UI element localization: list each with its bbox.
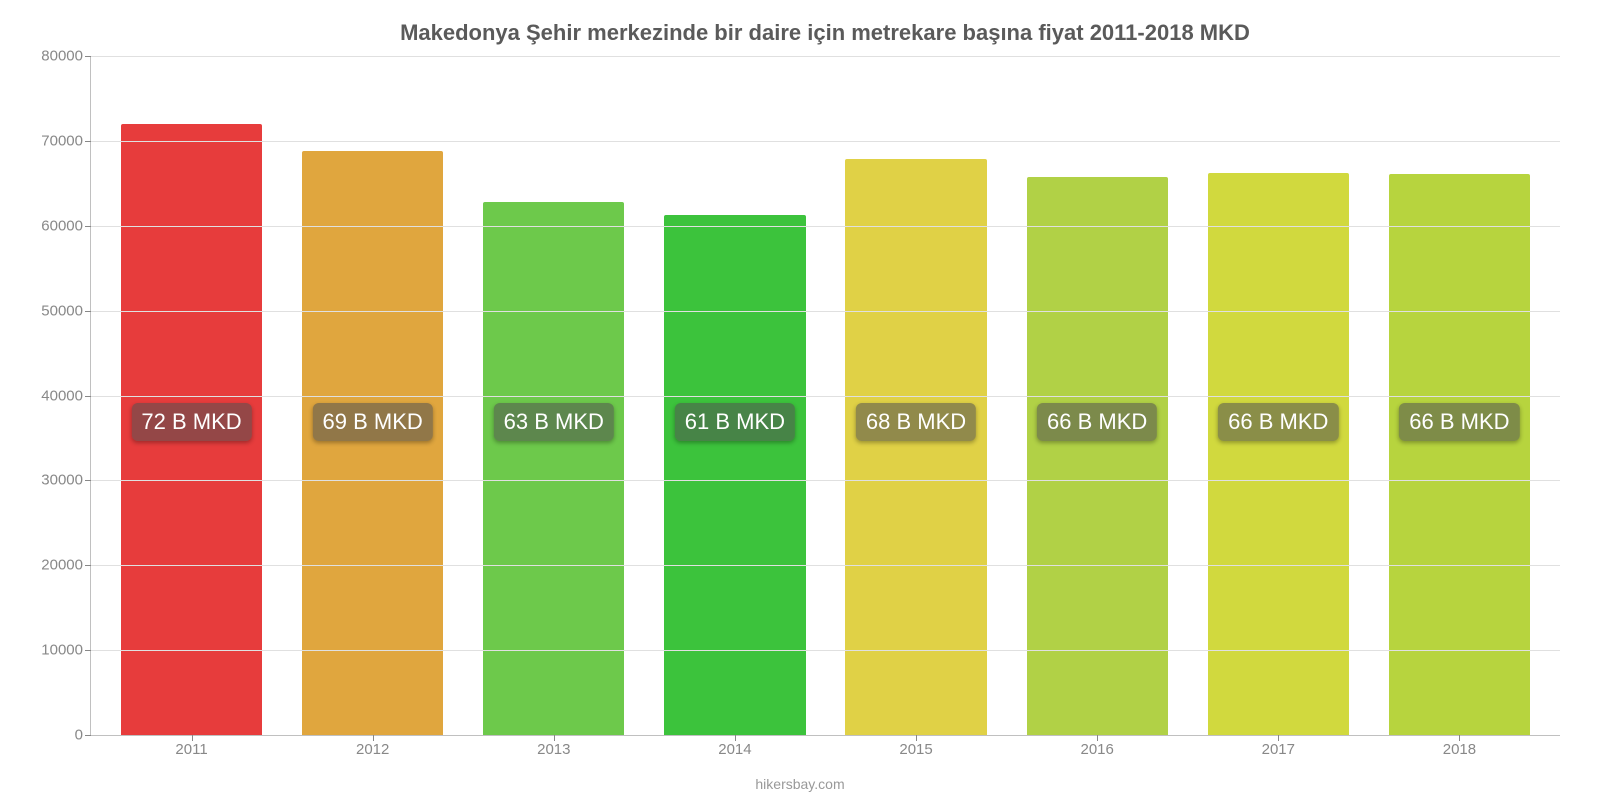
y-tick-label: 30000 bbox=[41, 472, 91, 489]
bar: 63 B MKD bbox=[483, 202, 624, 735]
x-tick-mark bbox=[1459, 735, 1460, 741]
bar: 68 B MKD bbox=[845, 159, 986, 735]
y-tick-mark bbox=[85, 226, 91, 227]
y-tick-label: 40000 bbox=[41, 387, 91, 404]
x-axis-label: 2012 bbox=[282, 741, 463, 758]
x-tick-mark bbox=[554, 735, 555, 741]
x-axis-label: 2017 bbox=[1188, 741, 1369, 758]
y-tick-label: 50000 bbox=[41, 302, 91, 319]
y-tick-mark bbox=[85, 396, 91, 397]
bar-value-label: 66 B MKD bbox=[1037, 403, 1157, 441]
bar: 69 B MKD bbox=[302, 151, 443, 735]
y-tick-label: 80000 bbox=[41, 48, 91, 65]
gridline bbox=[91, 226, 1560, 227]
x-axis-label: 2016 bbox=[1007, 741, 1188, 758]
x-tick-mark bbox=[1278, 735, 1279, 741]
bar-value-label: 63 B MKD bbox=[494, 403, 614, 441]
gridline bbox=[91, 141, 1560, 142]
y-tick-label: 60000 bbox=[41, 217, 91, 234]
chart-title: Makedonya Şehir merkezinde bir daire içi… bbox=[90, 20, 1560, 46]
gridline bbox=[91, 56, 1560, 57]
bar: 66 B MKD bbox=[1027, 177, 1168, 735]
gridline bbox=[91, 480, 1560, 481]
y-tick-label: 10000 bbox=[41, 642, 91, 659]
x-tick-mark bbox=[735, 735, 736, 741]
x-tick-mark bbox=[192, 735, 193, 741]
bar-value-label: 61 B MKD bbox=[675, 403, 795, 441]
y-tick-mark bbox=[85, 650, 91, 651]
x-axis-label: 2018 bbox=[1369, 741, 1550, 758]
y-tick-mark bbox=[85, 141, 91, 142]
gridline bbox=[91, 650, 1560, 651]
plot-area: 72 B MKD 69 B MKD 63 B MKD 61 B MKD 68 B MKD… bbox=[90, 56, 1560, 736]
bar-value-label: 66 B MKD bbox=[1218, 403, 1338, 441]
x-axis-label: 2011 bbox=[101, 741, 282, 758]
bar-value-label: 69 B MKD bbox=[313, 403, 433, 441]
bar: 72 B MKD bbox=[121, 124, 262, 735]
x-axis-label: 2014 bbox=[644, 741, 825, 758]
y-tick-mark bbox=[85, 311, 91, 312]
y-tick-label: 20000 bbox=[41, 557, 91, 574]
x-tick-mark bbox=[1097, 735, 1098, 741]
bar: 61 B MKD bbox=[664, 215, 805, 735]
bar-value-label: 72 B MKD bbox=[131, 403, 251, 441]
y-tick-label: 70000 bbox=[41, 132, 91, 149]
credit-text: hikersbay.com bbox=[755, 776, 844, 792]
y-tick-mark bbox=[85, 565, 91, 566]
x-axis-label: 2015 bbox=[826, 741, 1007, 758]
x-tick-mark bbox=[373, 735, 374, 741]
x-axis-label: 2013 bbox=[463, 741, 644, 758]
x-tick-mark bbox=[916, 735, 917, 741]
gridline bbox=[91, 396, 1560, 397]
bar-value-label: 68 B MKD bbox=[856, 403, 976, 441]
y-tick-mark bbox=[85, 56, 91, 57]
gridline bbox=[91, 311, 1560, 312]
chart-container: Makedonya Şehir merkezinde bir daire içi… bbox=[0, 0, 1600, 800]
gridline bbox=[91, 565, 1560, 566]
y-tick-mark bbox=[85, 480, 91, 481]
bar-value-label: 66 B MKD bbox=[1399, 403, 1519, 441]
x-axis-labels: 20112012201320142015201620172018 bbox=[91, 735, 1560, 758]
y-tick-mark bbox=[85, 735, 91, 736]
